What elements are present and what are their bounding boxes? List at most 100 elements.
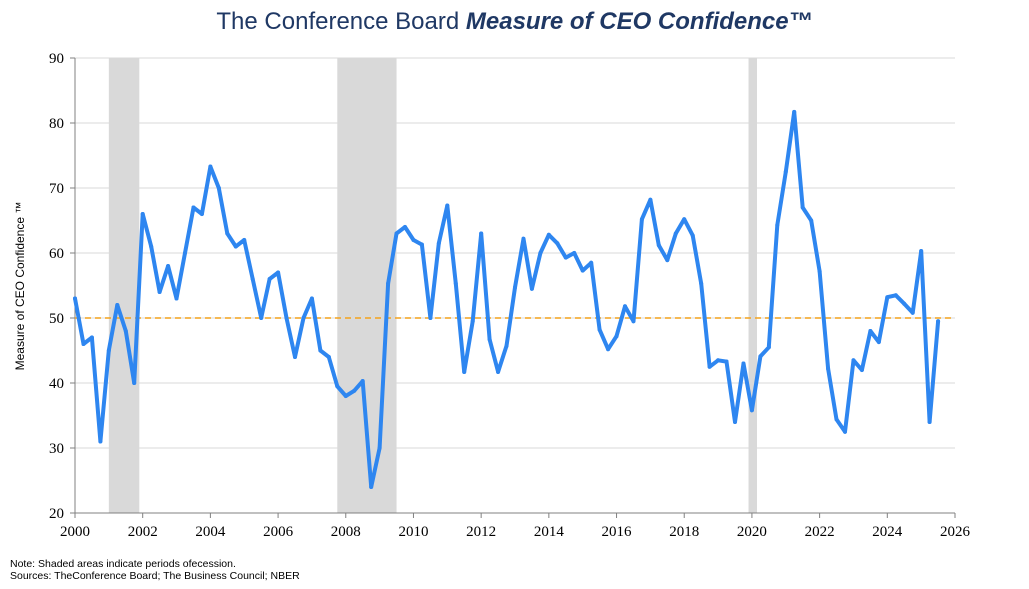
data-point [580,268,585,273]
x-tick-label: 2014 [534,524,565,540]
data-point [123,329,128,333]
data-point [809,218,814,223]
data-point [276,270,281,275]
chart-title-emphasis: Measure of CEO Confidence™ [465,8,813,35]
line-chart: 20 30 40 50 60 70 80 90 2000 2002 2004 2006 2008 2010… [13,51,971,540]
data-point [352,388,357,393]
data-point [699,281,704,286]
series-layer [73,109,941,489]
data-point [453,281,458,286]
data-point [301,316,306,320]
data-point [538,251,543,255]
data-point [589,260,594,265]
data-point [910,310,915,315]
y-tick-label: 60 [49,246,64,262]
grid-layer [75,57,955,449]
data-point [386,281,391,286]
data-point [89,335,94,340]
y-tick-label: 90 [49,51,64,67]
data-point [733,420,737,424]
data-point [741,361,746,366]
data-point [546,232,551,237]
data-point [758,354,763,359]
data-point [783,169,788,174]
data-point [851,358,856,363]
data-point [513,285,517,290]
data-point [98,439,103,444]
chart-title-prefix: The Conference Board [216,8,466,35]
data-point [665,258,670,263]
data-point [343,394,348,398]
y-tick-label: 50 [49,311,64,327]
data-point [436,241,441,246]
data-point [293,355,297,359]
y-tick-label: 80 [49,116,64,132]
data-point [868,329,873,333]
data-point [859,368,864,372]
data-point [199,212,204,216]
x-tick-label: 2010 [398,524,428,540]
data-point [766,345,771,350]
y-tick-label: 40 [49,376,64,392]
x-tick-label: 2008 [331,524,361,540]
data-point [233,244,238,249]
data-point [470,319,475,324]
data-point [208,164,213,169]
data-point [826,366,831,371]
data-point [893,293,898,298]
x-tick-label: 2016 [602,524,633,540]
data-point [115,303,120,307]
data-point [690,233,695,238]
data-point [166,264,171,268]
data-point [428,316,433,320]
data-point [834,417,839,422]
data-point [394,231,399,236]
data-point [521,236,526,241]
data-point [606,347,611,352]
data-point [614,334,619,339]
x-tick-label: 2024 [872,524,903,540]
data-point [403,225,407,229]
data-point [648,197,653,202]
data-point [775,223,780,228]
data-point [225,231,230,236]
data-point [191,205,196,210]
data-point [504,343,509,348]
data-point [479,231,484,236]
data-point [216,186,221,190]
data-point [902,301,907,306]
x-tick-label: 2020 [737,524,767,540]
data-point [572,251,577,255]
data-point [326,355,331,359]
x-tick-label: 2012 [466,524,496,540]
data-point [318,348,323,353]
data-point [623,304,627,309]
data-point [555,241,560,246]
chart-title: The Conference Board Measure of CEO Conf… [0,8,1029,36]
data-point [496,369,501,374]
recession-band [748,58,757,513]
data-point [639,217,644,222]
data-point [487,337,492,342]
data-point [106,348,111,353]
x-tick-label: 2004 [195,524,226,540]
data-point [149,244,154,249]
data-point [267,277,272,281]
data-point [183,251,187,255]
data-point [631,319,636,324]
data-point [462,369,467,374]
data-point [309,296,314,301]
data-point [284,316,289,320]
data-point [724,359,729,364]
data-point [132,381,137,385]
data-point [140,212,145,216]
x-tick-label: 2002 [128,524,158,540]
axis-layer: 20 30 40 50 60 70 80 90 2000 2002 2004 2006 2008 2010… [49,51,971,540]
data-point [529,286,534,291]
data-point [885,295,890,300]
data-point [445,203,450,208]
data-point [749,408,754,413]
data-point [411,238,416,242]
x-tick-label: 2006 [263,524,294,540]
data-point [157,290,162,294]
